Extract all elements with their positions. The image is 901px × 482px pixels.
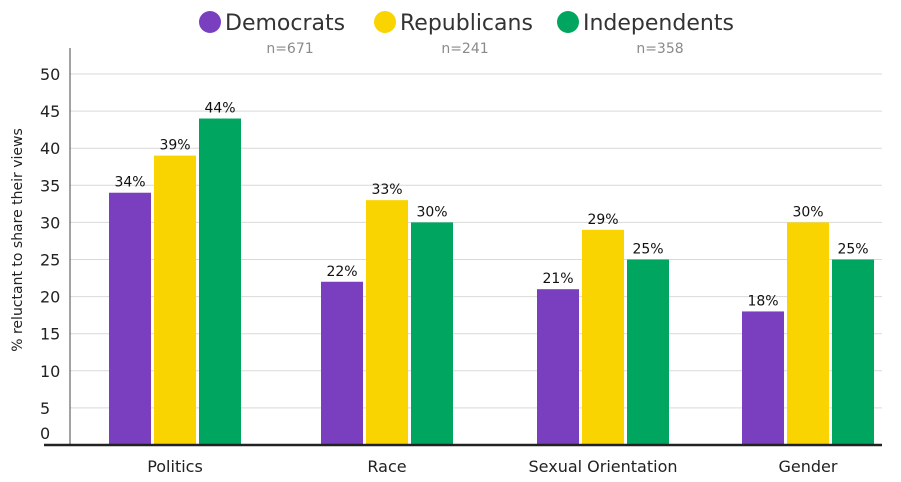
bar-independents-politics	[199, 118, 241, 446]
x-category-label: Politics	[147, 457, 203, 476]
y-tick-label: 50	[40, 65, 60, 84]
legend: Democrats n=671 Republicans n=241 Independen…	[199, 11, 734, 57]
y-tick-label: 40	[40, 139, 60, 158]
bar-value-label: 21%	[542, 271, 573, 287]
x-category-label: Sexual Orientation	[529, 457, 678, 476]
bar-value-label: 30%	[792, 204, 823, 220]
y-axis-label: % reluctant to share their views	[10, 128, 26, 352]
axes	[44, 48, 882, 447]
bar-value-label: 25%	[632, 242, 663, 258]
bar-independents-race	[411, 222, 453, 445]
bar-republicans-gender	[787, 222, 829, 445]
bar-democrats-race	[321, 281, 363, 445]
bar-value-label: 34%	[114, 175, 145, 191]
y-tick-label: 35	[40, 176, 60, 195]
y-axis-ticks: 0 5 10 15 20 25 30 35 40 45 50	[40, 65, 60, 443]
bar-independents-gender	[832, 259, 874, 445]
legend-label-republicans: Republicans	[400, 11, 533, 36]
bars	[109, 118, 874, 446]
bar-republicans-race	[366, 200, 408, 445]
x-category-label: Race	[367, 457, 406, 476]
bar-value-label: 29%	[587, 212, 618, 228]
bar-value-label: 33%	[371, 182, 402, 198]
y-tick-label: 5	[40, 399, 50, 418]
x-axis-category-labels: Politics Race Sexual Orientation Gender	[147, 457, 838, 476]
legend-label-independents: Independents	[583, 11, 734, 36]
legend-sample-size-republicans: n=241	[441, 41, 488, 57]
bar-republicans-politics	[154, 155, 196, 445]
y-tick-label: 25	[40, 251, 60, 270]
y-tick-label: 20	[40, 288, 60, 307]
bar-independents-sexual-orientation	[627, 259, 669, 445]
legend-swatch-republicans	[374, 11, 396, 33]
y-tick-label: 45	[40, 102, 60, 121]
bar-republicans-sexual-orientation	[582, 229, 624, 445]
bar-value-label: 18%	[747, 293, 778, 309]
y-tick-label: 30	[40, 213, 60, 232]
bar-value-label: 44%	[204, 101, 235, 117]
bar-democrats-sexual-orientation	[537, 289, 579, 445]
y-tick-label: 10	[40, 362, 60, 381]
bar-value-label: 39%	[159, 138, 190, 154]
bar-value-label: 30%	[416, 204, 447, 220]
bar-value-labels: 34% 39% 44% 22% 33% 30% 21% 29% 25% 18% 30% 25%	[114, 101, 868, 310]
bar-democrats-gender	[742, 311, 784, 445]
x-category-label: Gender	[779, 457, 838, 476]
y-tick-label: 0	[40, 424, 50, 443]
bar-value-label: 25%	[837, 242, 868, 258]
legend-sample-size-independents: n=358	[636, 41, 683, 57]
y-tick-label: 15	[40, 325, 60, 344]
bar-value-label: 22%	[326, 264, 357, 280]
legend-sample-size-democrats: n=671	[266, 41, 313, 57]
legend-swatch-democrats	[199, 11, 221, 33]
legend-label-democrats: Democrats	[225, 11, 345, 36]
legend-swatch-independents	[557, 11, 579, 33]
bar-democrats-politics	[109, 192, 151, 445]
